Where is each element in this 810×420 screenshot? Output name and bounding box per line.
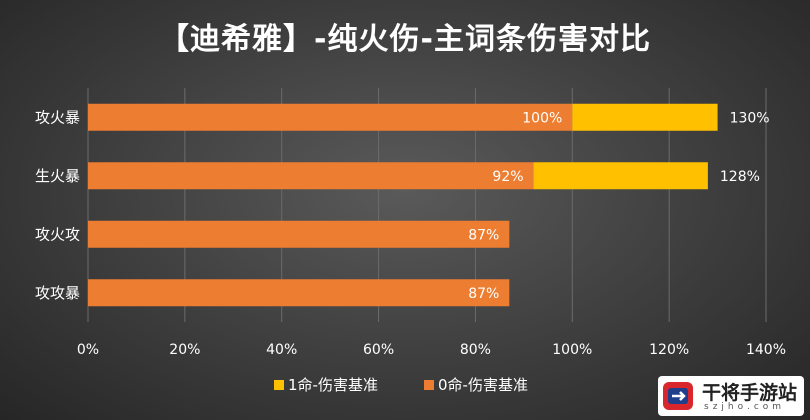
watermark-logo: 干将手游站 szjho.com [658,376,804,416]
bar-1ming [572,103,718,131]
x-tick-label: 100% [552,342,592,358]
bar-0ming-data-label: 100% [522,110,562,126]
legend-label-0ming: 0命-伤害基准 [438,376,528,394]
bar-0ming [88,279,510,307]
watermark-subtext: szjho.com [704,402,786,412]
bar-1ming [533,162,708,190]
legend-label-1ming: 1命-伤害基准 [288,376,378,394]
y-category-label: 生火暴 [35,167,80,185]
legend-swatch-1ming [274,380,284,390]
x-tick-label: 120% [649,342,689,358]
x-tick-label: 60% [363,342,394,358]
legend-swatch-0ming [424,380,434,390]
bar-0ming [88,162,534,190]
x-tick-label: 0% [77,342,99,358]
x-tick-label: 80% [460,342,491,358]
y-category-label: 攻火暴 [35,108,80,126]
x-tick-label: 40% [266,342,297,358]
bar-0ming-data-label: 87% [468,227,499,243]
y-category-label: 攻攻暴 [35,284,80,302]
bar-total-label: 130% [730,110,770,126]
y-category-label: 攻火攻 [35,225,80,243]
bar-0ming [88,103,573,131]
watermark-text: 干将手游站 [702,382,798,404]
x-tick-label: 140% [746,342,786,358]
watermark-icon [663,382,693,410]
bar-total-label: 128% [720,169,760,185]
x-tick-label: 20% [169,342,200,358]
chart-title: 【迪希雅】-纯火伤-主词条伤害对比 [159,22,651,57]
bar-0ming [88,220,510,248]
bar-0ming-data-label: 92% [492,169,523,185]
bar-0ming-data-label: 87% [468,286,499,302]
